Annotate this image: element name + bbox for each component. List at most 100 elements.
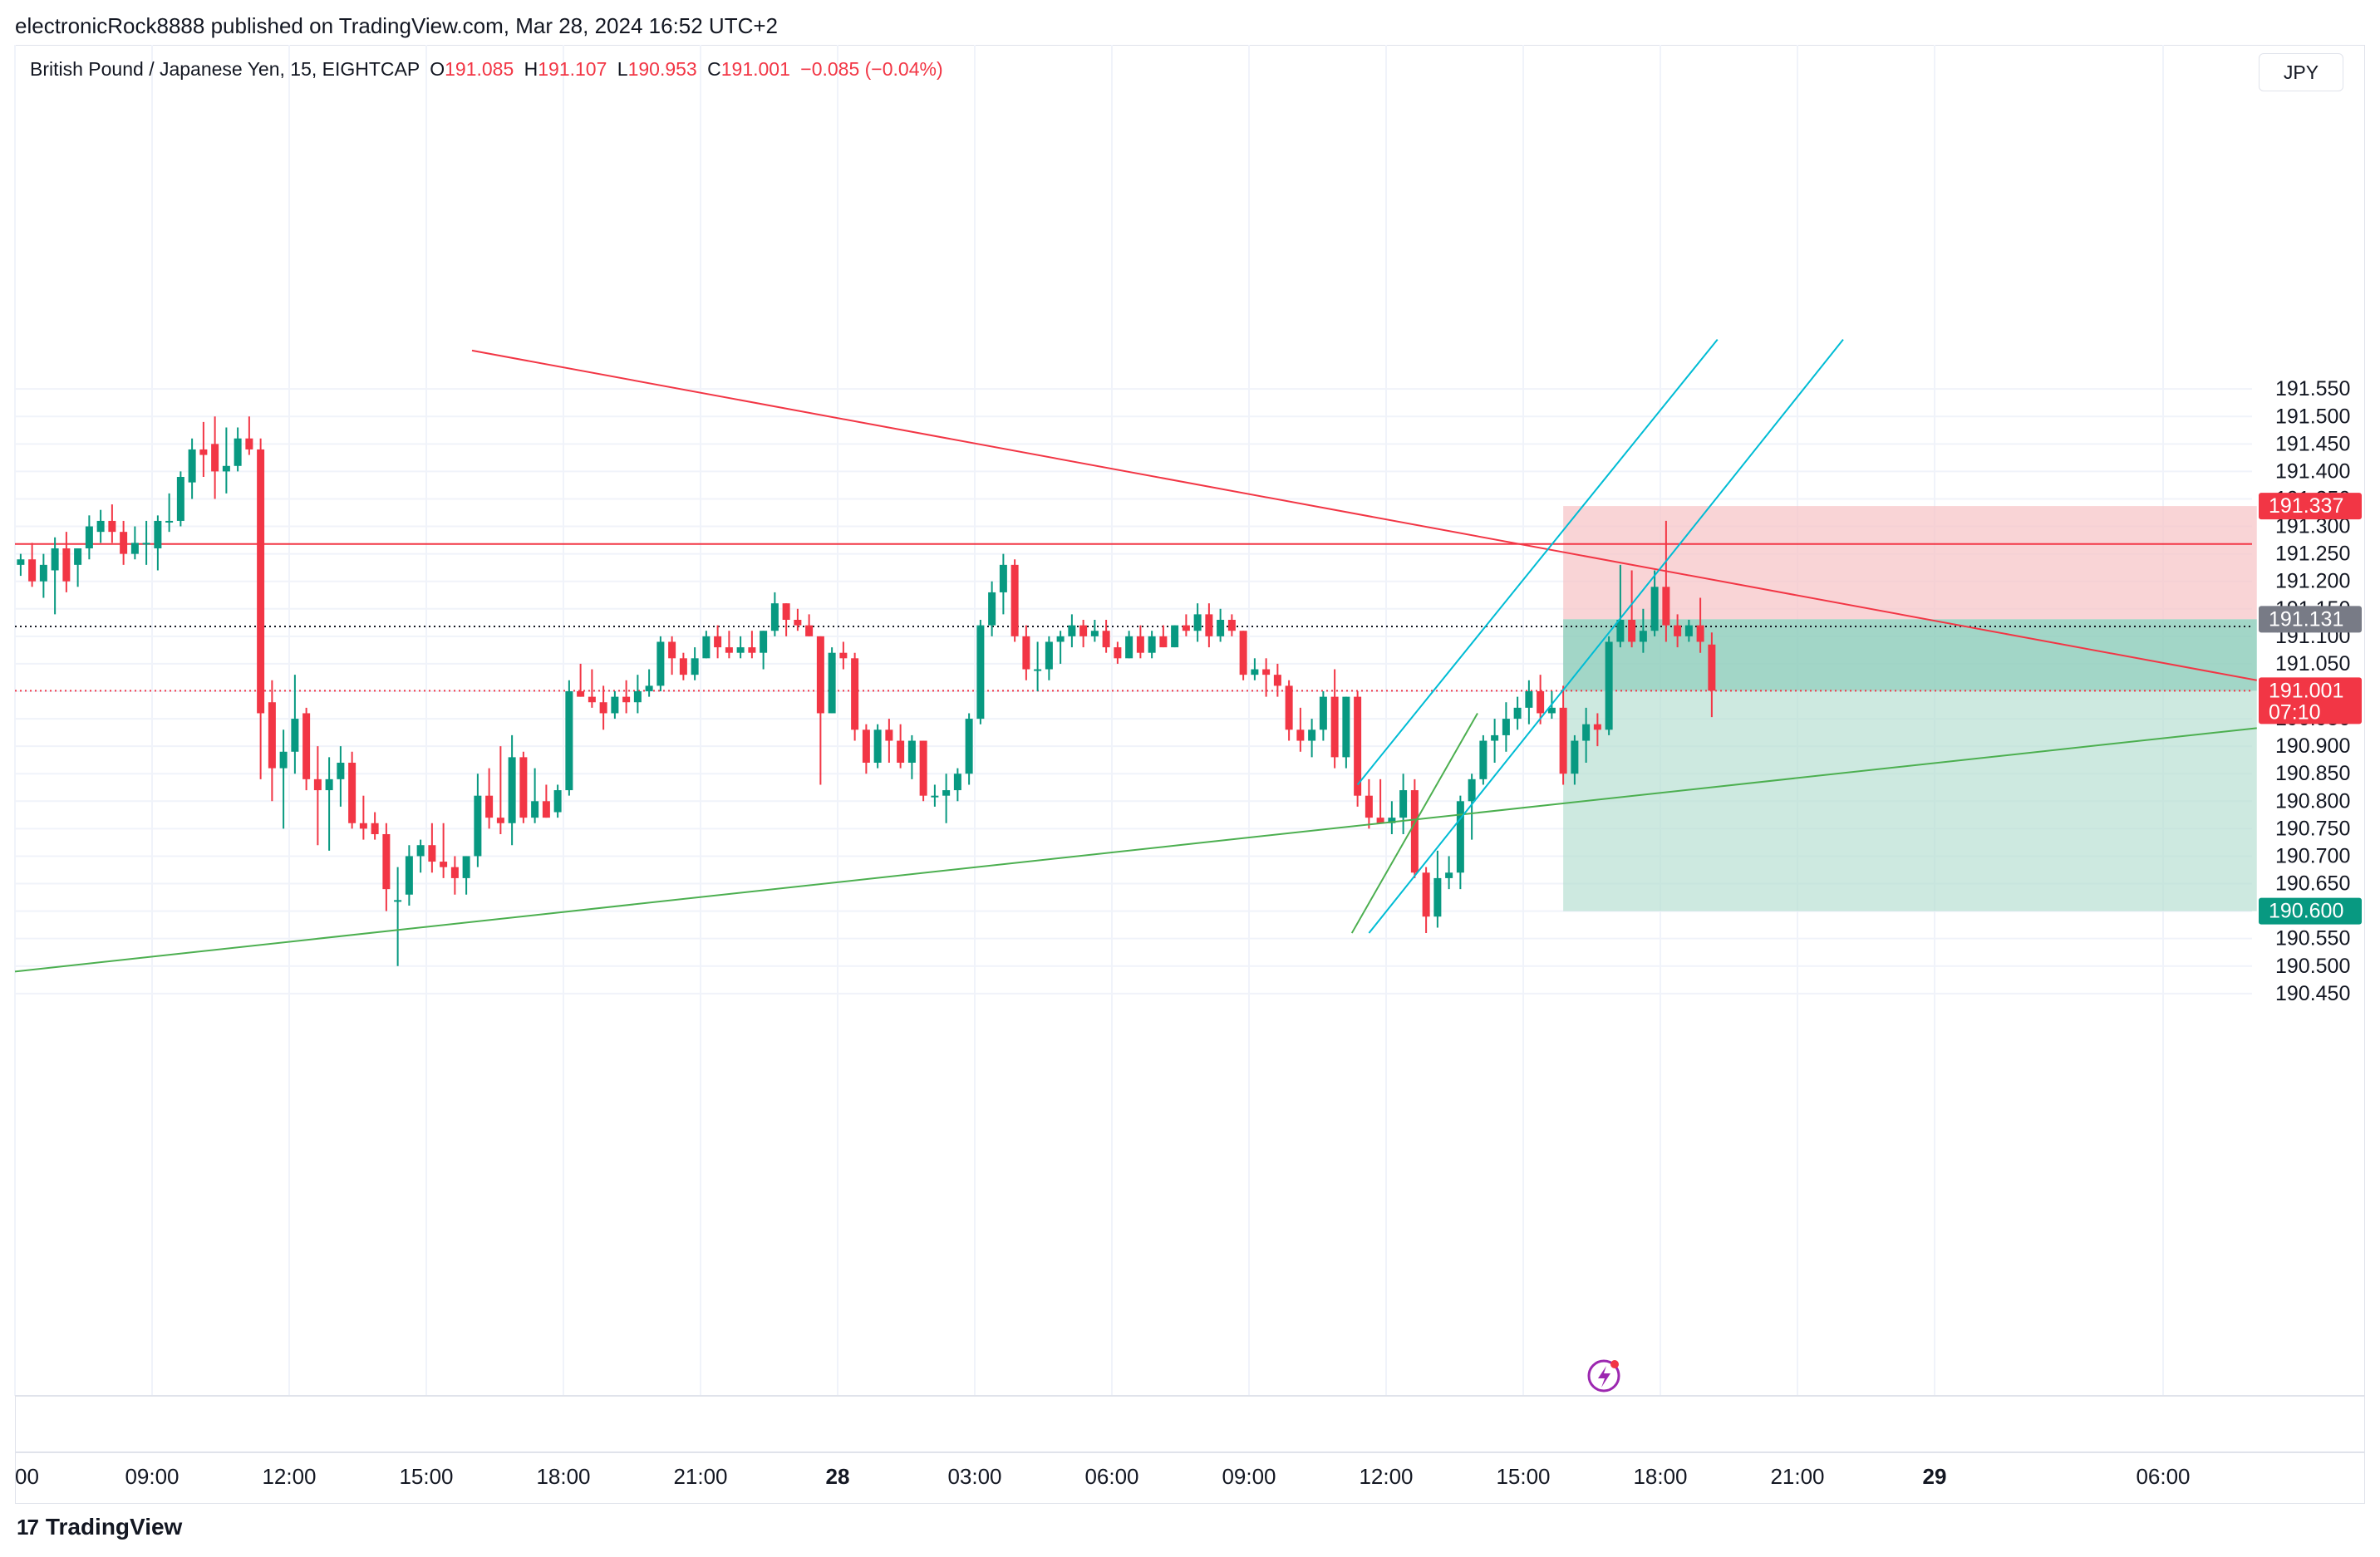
countdown-label-text: 07:10 bbox=[2269, 700, 2321, 724]
candle-body bbox=[1193, 614, 1202, 631]
candle-body bbox=[1171, 625, 1179, 648]
candle-body bbox=[1582, 724, 1591, 741]
candle-body bbox=[794, 620, 802, 626]
candle-body bbox=[839, 652, 848, 659]
candle-body bbox=[1650, 587, 1659, 631]
candle-body bbox=[188, 449, 196, 483]
candle-body bbox=[931, 795, 939, 798]
candle-body bbox=[736, 647, 745, 653]
trendline bbox=[1368, 339, 1844, 934]
candle-body bbox=[622, 696, 631, 703]
candle-body bbox=[450, 867, 459, 878]
candle-body bbox=[531, 801, 539, 818]
candle-body bbox=[474, 795, 482, 857]
price-tick-label: 191.250 bbox=[2275, 543, 2350, 566]
candle-body bbox=[1433, 877, 1442, 917]
candle-body bbox=[348, 762, 357, 823]
candle-body bbox=[39, 564, 47, 582]
candle-body bbox=[862, 729, 870, 763]
candle-body bbox=[1125, 636, 1133, 659]
currency-button[interactable]: JPY bbox=[2259, 53, 2343, 91]
time-tick-label: 06:00 bbox=[1084, 1464, 1138, 1489]
price-tick-label: 191.050 bbox=[2275, 652, 2350, 675]
candle-body bbox=[440, 862, 448, 867]
candle-body bbox=[953, 774, 961, 791]
candle-body bbox=[1308, 729, 1316, 741]
candle-body bbox=[645, 685, 653, 691]
candle-body bbox=[1662, 587, 1670, 626]
price-tick-label: 191.200 bbox=[2275, 570, 2350, 593]
candle-body bbox=[748, 647, 756, 653]
candle-body bbox=[142, 543, 150, 545]
candle-body bbox=[325, 778, 333, 791]
candle-body bbox=[359, 823, 367, 829]
flash-icon-bolt bbox=[1598, 1366, 1610, 1388]
published-by-text: electronicRock8888 published on TradingV… bbox=[15, 13, 779, 38]
price-label-box bbox=[2259, 606, 2362, 633]
candle-body bbox=[108, 520, 116, 533]
candle-body bbox=[302, 713, 311, 779]
close-value: 191.001 bbox=[720, 58, 790, 80]
low-value: 190.953 bbox=[627, 58, 697, 80]
time-tick-label: 03:00 bbox=[947, 1464, 1001, 1489]
candle-body bbox=[714, 636, 722, 648]
candle-body bbox=[222, 465, 230, 472]
candle-body bbox=[1354, 696, 1362, 796]
candle-body bbox=[907, 740, 916, 763]
candle-body bbox=[897, 740, 905, 763]
candle-body bbox=[428, 845, 436, 862]
candle-body bbox=[1593, 724, 1601, 730]
time-axis: 00 09:00 12:00 15:00 18:00 21:00 28 03:00 06:00 0… bbox=[15, 1464, 2191, 1489]
candle-body bbox=[28, 559, 37, 582]
candle-body bbox=[1456, 801, 1464, 873]
trendlines-layer bbox=[14, 339, 2257, 973]
candle-body bbox=[553, 790, 562, 813]
candle-body bbox=[199, 449, 208, 455]
candle-body bbox=[1513, 707, 1522, 720]
symbol-title[interactable]: British Pound / Japanese Yen, 15, EIGHTC… bbox=[30, 58, 420, 80]
candle-body bbox=[268, 702, 276, 769]
candle-body bbox=[1684, 625, 1693, 636]
price-label-text: 190.600 bbox=[2269, 900, 2343, 923]
candle-body bbox=[1159, 636, 1168, 648]
price-tick-label: 190.500 bbox=[2275, 955, 2350, 978]
candle-body bbox=[599, 702, 607, 714]
time-tick-label: 06:00 bbox=[2136, 1464, 2190, 1489]
footer-brand[interactable]: 17 TradingView bbox=[17, 1514, 182, 1540]
candle-body bbox=[999, 564, 1007, 592]
price-tick-label: 190.750 bbox=[2275, 817, 2350, 840]
candle-body bbox=[542, 801, 550, 818]
candle-body bbox=[851, 658, 859, 730]
candle-body bbox=[1102, 631, 1110, 648]
candle-body bbox=[1502, 719, 1510, 735]
price-tick-label: 190.450 bbox=[2275, 982, 2350, 1005]
candle-body bbox=[1045, 641, 1053, 670]
candle-body bbox=[873, 729, 882, 763]
candle-body bbox=[1227, 620, 1236, 631]
candle-body bbox=[257, 449, 265, 714]
candle-body bbox=[1011, 564, 1019, 636]
price-label-box bbox=[2259, 677, 2362, 724]
candle-body bbox=[1319, 696, 1327, 730]
candle-body bbox=[1616, 620, 1625, 642]
candle-body bbox=[1376, 818, 1384, 823]
candle-body bbox=[1559, 707, 1567, 774]
open-value: 191.085 bbox=[445, 58, 514, 80]
time-tick-label: 18:00 bbox=[536, 1464, 590, 1489]
candle-body bbox=[816, 636, 824, 714]
price-label-box bbox=[2259, 493, 2362, 520]
candle-body bbox=[120, 532, 128, 554]
candle-body bbox=[577, 691, 585, 697]
candle-body bbox=[1708, 644, 1716, 691]
price-tick-label: 190.850 bbox=[2275, 762, 2350, 785]
time-tick-label: 21:00 bbox=[673, 1464, 727, 1489]
candle-body bbox=[1422, 872, 1430, 917]
chart-overlays bbox=[1587, 1359, 1620, 1392]
candle-body bbox=[62, 548, 71, 582]
candle-body bbox=[313, 778, 322, 791]
high-label: H bbox=[524, 58, 538, 80]
candle-body bbox=[394, 900, 402, 902]
candle-body bbox=[1205, 614, 1213, 636]
candle-body bbox=[462, 856, 470, 878]
